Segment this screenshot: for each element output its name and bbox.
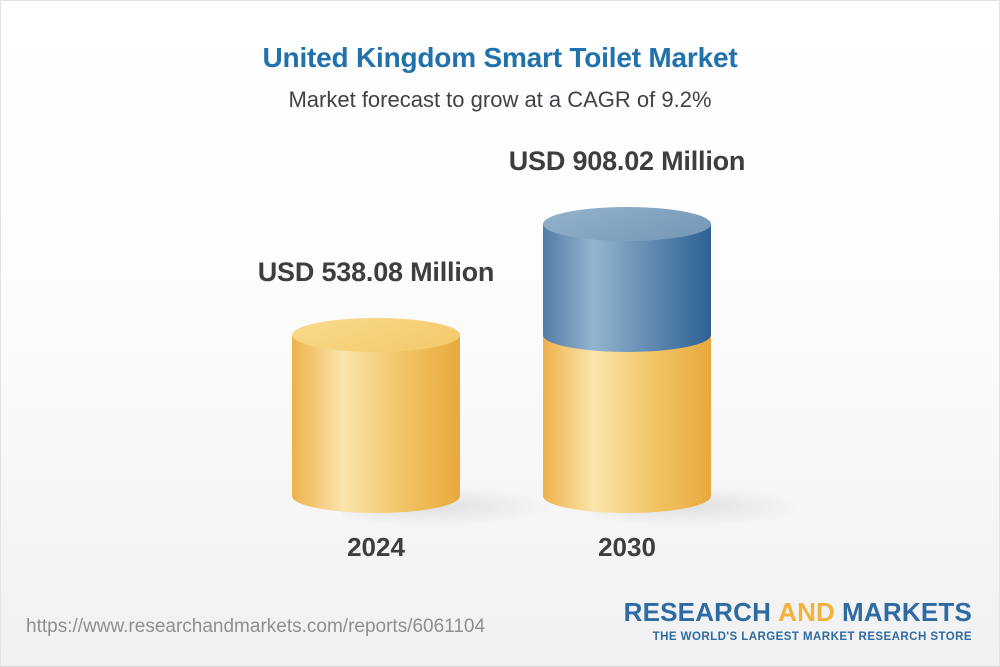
logo-word-and: AND bbox=[778, 597, 836, 627]
cylinder-segment-base bbox=[292, 334, 460, 513]
cylinder-top-cap-blue bbox=[543, 206, 711, 241]
footer: https://www.researchandmarkets.com/repor… bbox=[1, 597, 999, 666]
bar-value-label: USD 538.08 Million bbox=[257, 256, 495, 287]
brand-logo[interactable]: RESEARCH AND MARKETS THE WORLD'S LARGEST M… bbox=[624, 597, 972, 643]
report-url-link[interactable]: https://www.researchandmarkets.com/repor… bbox=[26, 616, 486, 637]
bar-category-label: 2030 bbox=[598, 532, 656, 562]
page-subtitle: Market forecast to grow at a CAGR of 9.2… bbox=[288, 87, 712, 112]
logo-word-research: RESEARCH bbox=[623, 597, 772, 627]
brand-logo-wordmark: RESEARCH AND MARKETS bbox=[624, 597, 972, 628]
cylinder-segment-base bbox=[543, 334, 711, 513]
page-title: United Kingdom Smart Toilet Market bbox=[262, 42, 738, 73]
bar-value-label: USD 908.02 Million bbox=[508, 145, 746, 176]
header: United Kingdom Smart Toilet Market Marke… bbox=[1, 1, 999, 113]
cylinder-top-cap-yellow bbox=[292, 317, 460, 352]
cylinder-segment-growth bbox=[543, 223, 711, 335]
brand-logo-tagline: THE WORLD'S LARGEST MARKET RESEARCH STOR… bbox=[652, 631, 972, 643]
logo-word-markets: MARKETS bbox=[842, 597, 972, 627]
bar-category-label: 2024 bbox=[347, 532, 405, 562]
